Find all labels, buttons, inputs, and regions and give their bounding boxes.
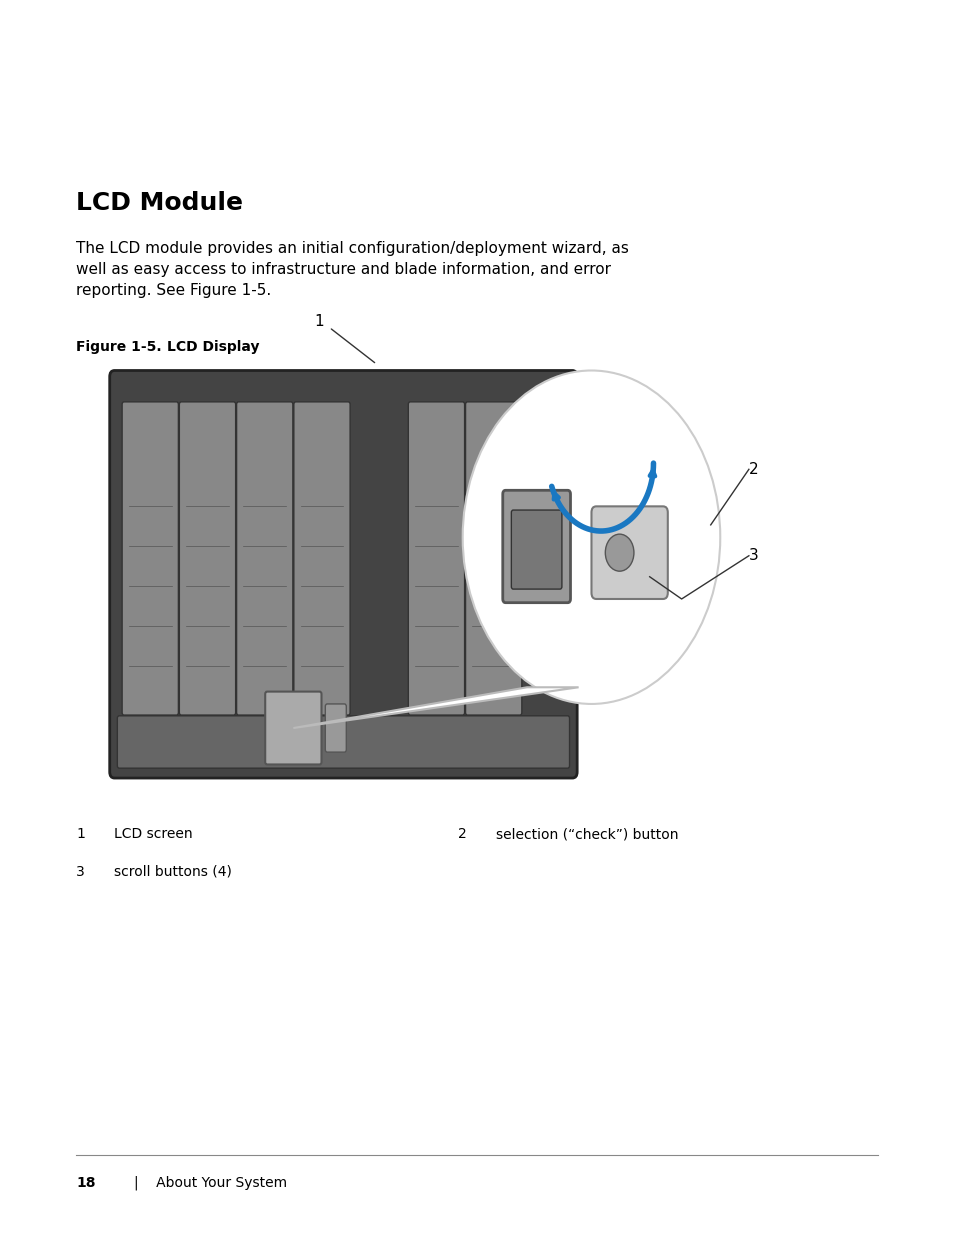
- FancyBboxPatch shape: [110, 370, 577, 778]
- FancyBboxPatch shape: [465, 401, 521, 715]
- Circle shape: [605, 535, 633, 571]
- Text: selection (“check”) button: selection (“check”) button: [496, 827, 678, 841]
- FancyBboxPatch shape: [122, 401, 178, 715]
- FancyBboxPatch shape: [117, 716, 569, 768]
- FancyBboxPatch shape: [325, 704, 346, 752]
- Text: |    About Your System: | About Your System: [133, 1176, 287, 1191]
- Text: Figure 1-5.: Figure 1-5.: [76, 340, 162, 353]
- FancyBboxPatch shape: [511, 510, 561, 589]
- FancyBboxPatch shape: [591, 506, 667, 599]
- Text: 3: 3: [748, 548, 758, 563]
- FancyBboxPatch shape: [236, 401, 293, 715]
- FancyBboxPatch shape: [294, 401, 350, 715]
- Text: 1: 1: [76, 827, 85, 841]
- Text: LCD Module: LCD Module: [76, 191, 243, 215]
- Text: The LCD module provides an initial configuration/deployment wizard, as
well as e: The LCD module provides an initial confi…: [76, 241, 629, 298]
- Text: 18: 18: [76, 1176, 95, 1189]
- Text: 1: 1: [314, 314, 324, 329]
- FancyBboxPatch shape: [502, 490, 570, 603]
- Circle shape: [462, 370, 720, 704]
- FancyBboxPatch shape: [408, 401, 464, 715]
- Text: 2: 2: [457, 827, 466, 841]
- FancyBboxPatch shape: [179, 401, 235, 715]
- Text: LCD screen: LCD screen: [114, 827, 193, 841]
- Text: 3: 3: [76, 864, 85, 878]
- Text: LCD Display: LCD Display: [167, 340, 259, 353]
- FancyBboxPatch shape: [265, 692, 321, 764]
- Polygon shape: [294, 687, 578, 727]
- Text: scroll buttons (4): scroll buttons (4): [114, 864, 233, 878]
- Text: 2: 2: [748, 462, 758, 477]
